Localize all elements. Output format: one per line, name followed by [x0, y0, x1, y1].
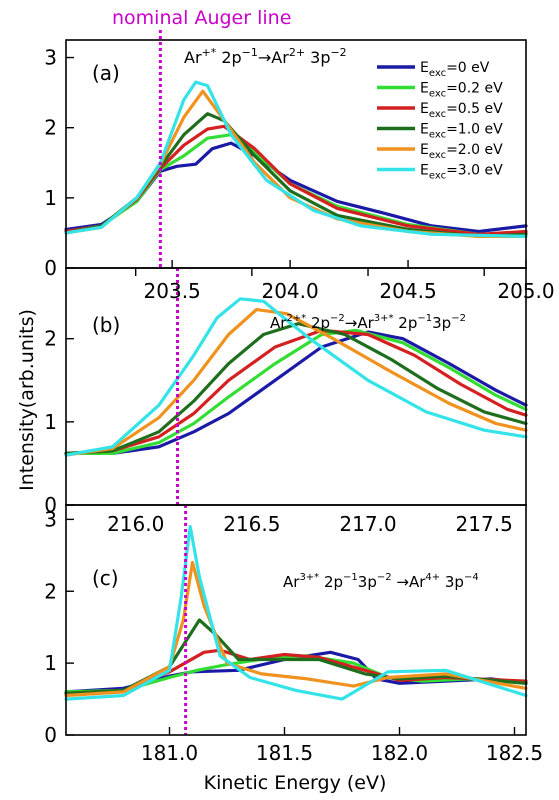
legend-entry-5: Eexc=2.0 eV: [420, 142, 503, 161]
panel-title-2: Ar2+*​ 2p−2​→Ar3+*​ 2p−1​3p−2​: [270, 313, 466, 332]
series-line-2-1: [64, 330, 528, 455]
series-line-2-3: [64, 328, 528, 455]
x-tick-label-3-0: 181.0: [141, 741, 198, 765]
y-tick-label-2-1: 1: [44, 410, 57, 434]
panel-frame-2: [65, 267, 527, 506]
legend-entry-4: Eexc=1.0 eV: [420, 122, 503, 141]
y-tick-label-2-2: 2: [44, 327, 57, 351]
panel-title-1: Ar+*​ 2p−1​→Ar2+​ 3p−2​: [184, 46, 347, 67]
x-tick-label-1-1: 204.0: [261, 279, 318, 303]
series-line-2-6: [64, 297, 528, 457]
series-line-2-2: [64, 328, 528, 455]
frame-layer: [65, 39, 527, 736]
y-tick-label-3-0: 0: [44, 723, 57, 747]
legend-entry-3: Eexc=0.5 eV: [420, 101, 503, 120]
y-tick-label-3-3: 3: [44, 507, 57, 531]
legend-entry-6: Eexc=3.0 eV: [420, 163, 503, 182]
panel-title-3: Ar3+*​ 2p−1​3p−2​ →Ar4+​ 3p−4​: [283, 572, 479, 591]
series-line-2-4: [64, 322, 528, 455]
x-tick-label-1-2: 204.5: [379, 279, 436, 303]
series-layer: [64, 30, 528, 735]
x-axis-label: Kinetic Energy (eV): [204, 772, 387, 794]
panel-label-1: (a): [92, 61, 120, 85]
y-tick-label-1-2: 2: [44, 116, 57, 140]
x-tick-label-1-0: 203.5: [144, 279, 201, 303]
nominal-auger-line-label: nominal Auger line: [112, 7, 291, 29]
x-tick-label-3-2: 182.0: [371, 741, 428, 765]
x-tick-label-1-3: 205.0: [497, 279, 554, 303]
panel-label-2: (b): [92, 313, 120, 337]
x-tick-label-2-1: 216.5: [223, 512, 280, 536]
y-tick-label-3-2: 2: [44, 579, 57, 603]
x-tick-label-2-2: 217.0: [339, 512, 396, 536]
y-tick-label-2-0: 0: [44, 493, 57, 517]
series-line-2-5: [64, 308, 528, 457]
series-line-3-6: [64, 525, 528, 701]
x-tick-label-3-1: 181.5: [256, 741, 313, 765]
x-tick-label-2-3: 217.5: [456, 512, 513, 536]
y-axis-label: Intensity(arb.units): [16, 309, 38, 491]
panel-frame-3: [65, 504, 527, 736]
y-tick-label-1-3: 3: [44, 46, 57, 70]
x-tick-label-3-3: 182.5: [486, 741, 543, 765]
text-layer: nominal Auger line Intensity(arb.units) …: [16, 7, 555, 794]
panel-label-3: (c): [92, 566, 119, 590]
x-tick-label-2-0: 216.0: [107, 512, 164, 536]
series-line-1-6: [64, 80, 528, 238]
y-tick-label-1-0: 0: [44, 256, 57, 280]
series-line-3-2: [64, 654, 528, 694]
legend-entry-2: Eexc=0.2 eV: [420, 81, 503, 100]
y-tick-label-3-1: 1: [44, 651, 57, 675]
y-tick-label-1-1: 1: [44, 186, 57, 210]
legend-entry-1: Eexc=0 eV: [420, 60, 490, 79]
